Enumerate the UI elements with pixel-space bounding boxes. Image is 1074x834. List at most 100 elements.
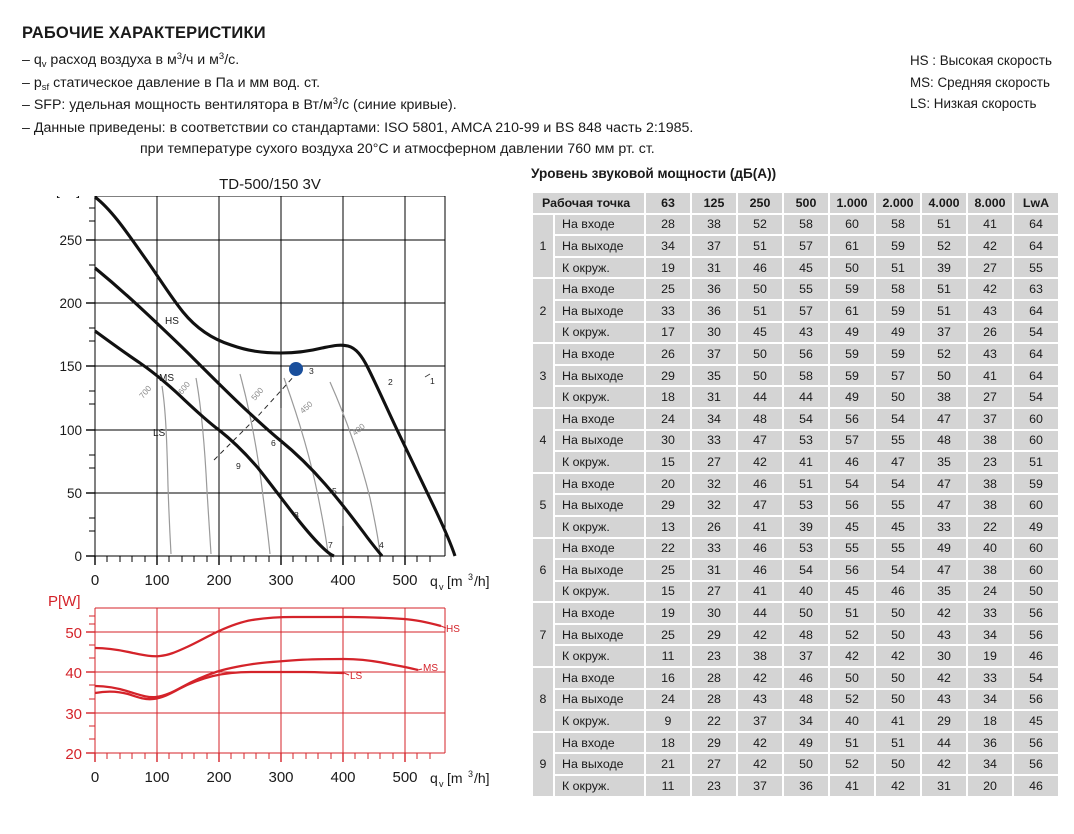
header-lwa: LwA (1014, 193, 1058, 213)
sound-value-cell: 52 (830, 689, 874, 710)
sound-value-cell: 56 (784, 344, 828, 364)
sound-value-cell: 18 (968, 711, 1012, 731)
svg-text:v: v (439, 779, 444, 789)
lwa-value-cell: 60 (1014, 495, 1058, 515)
pressure-xtick-500: 500 (392, 572, 417, 589)
lwa-value-cell: 54 (1014, 387, 1058, 407)
table-row: 3 На входе 26 37 50 56 59 59 52 43 64 (533, 344, 1058, 407)
sound-value-cell: 51 (784, 473, 828, 494)
sound-value-cell: 34 (968, 754, 1012, 775)
sound-value-cell: 30 (922, 646, 966, 667)
sound-value-cell: 36 (692, 300, 736, 321)
bullet-conditions: при температуре сухого воздуха 20°C и ат… (140, 141, 655, 157)
bullet-qv-c: /ч и м (182, 52, 219, 68)
sound-value-cell: 42 (830, 646, 874, 667)
sound-value-cell: 36 (968, 732, 1012, 753)
sfp-contour-500 (239, 373, 271, 555)
sound-value-cell: 50 (876, 754, 920, 775)
sound-value-cell: 44 (738, 387, 782, 407)
pressure-xtick-0: 0 (91, 572, 99, 589)
working-point-marker-3[interactable] (289, 362, 303, 376)
sound-value-cell: 29 (692, 624, 736, 645)
sound-value-cell: 38 (738, 646, 782, 667)
svg-text:[m: [m (447, 770, 463, 786)
sound-value-cell: 42 (922, 754, 966, 775)
sound-value-cell: 19 (968, 646, 1012, 667)
group-number-cell: 1 (533, 214, 553, 278)
pressure-curve-hs (94, 195, 457, 557)
sound-value-cell: 57 (830, 430, 874, 451)
bullet-qv-sup2: 3 (218, 51, 225, 62)
sound-value-cell: 51 (876, 257, 920, 278)
lwa-value-cell: 64 (1014, 214, 1058, 235)
sound-value-cell: 45 (738, 322, 782, 343)
charts-svg: 700 600 500 450 400 HS (48, 170, 490, 789)
sound-value-cell: 29 (646, 495, 690, 515)
sound-value-cell: 50 (738, 365, 782, 386)
power-ytick-40: 40 (65, 665, 82, 682)
sound-value-cell: 42 (876, 776, 920, 796)
sound-value-cell: 40 (830, 711, 874, 731)
sound-value-cell: 32 (692, 495, 736, 515)
svg-text:/h]: /h] (474, 573, 490, 589)
working-point-label-7: 7 (328, 540, 333, 550)
sound-value-cell: 51 (922, 214, 966, 235)
sound-value-cell: 41 (968, 365, 1012, 386)
sound-value-cell: 61 (830, 236, 874, 256)
sound-value-cell: 25 (646, 279, 690, 299)
power-xtick-400: 400 (330, 769, 355, 786)
table-row: К окруж. 11 23 37 36 41 42 31 20 46 (533, 776, 1058, 796)
table-row: На выходе 21 27 42 50 52 50 42 34 56 (533, 754, 1058, 775)
position-label-cell: На выходе (555, 430, 644, 451)
position-label-cell: На выходе (555, 689, 644, 710)
pressure-curve-ls (94, 329, 335, 558)
position-label-cell: К окруж. (555, 581, 644, 602)
sound-table-head: Рабочая точка 63 125 250 500 1.000 2.000… (533, 193, 1058, 213)
sound-value-cell: 38 (968, 560, 1012, 580)
bullet-sfp-a: – SFP: удельная мощность вентилятора в В… (22, 97, 333, 113)
header-freq-63: 63 (646, 193, 690, 213)
sound-value-cell: 58 (876, 214, 920, 235)
table-row: 7 На входе 19 30 44 50 51 50 42 33 56 (533, 603, 1058, 667)
sound-value-cell: 37 (738, 711, 782, 731)
working-point-numbers: 1 2 3 4 5 6 7 8 9 (236, 366, 435, 550)
sfp-contour-lines (161, 373, 381, 555)
header-freq-2000: 2.000 (876, 193, 920, 213)
sound-value-cell: 18 (646, 732, 690, 753)
pressure-ytick-150: 150 (59, 359, 82, 374)
sound-value-cell: 47 (738, 495, 782, 515)
sound-value-cell: 52 (738, 214, 782, 235)
sound-value-cell: 42 (738, 732, 782, 753)
bullet-sfp-b: /с (синие кривые). (338, 97, 457, 113)
legend-ls: LS: Низкая скорость (909, 96, 1037, 111)
pressure-curve-labels: HS MS LS (153, 316, 179, 439)
sound-value-cell: 37 (692, 236, 736, 256)
pressure-xtick-400: 400 (330, 572, 355, 589)
pressure-grid-vertical (94, 196, 446, 556)
pressure-yaxis-title: p sf [Pa] (56, 170, 80, 198)
sound-value-cell: 50 (784, 603, 828, 623)
pressure-x-ticklabels: 0 100 200 300 400 500 (91, 572, 418, 589)
power-label-ms: MS (423, 663, 438, 674)
sound-value-cell: 27 (692, 754, 736, 775)
table-row: К окруж. 11 23 38 37 42 42 30 19 46 (533, 646, 1058, 667)
lwa-value-cell: 64 (1014, 300, 1058, 321)
table-row: 5 На входе 20 32 46 51 54 54 47 38 59 (533, 473, 1058, 537)
pressure-ytick-100: 100 (59, 423, 82, 438)
sound-value-cell: 11 (646, 776, 690, 796)
sound-value-cell: 42 (738, 754, 782, 775)
svg-text:[Pa]: [Pa] (56, 196, 80, 198)
sound-value-cell: 45 (830, 516, 874, 537)
sound-value-cell: 51 (830, 603, 874, 623)
sound-value-cell: 48 (784, 624, 828, 645)
sfp-contour-700 (161, 385, 172, 555)
position-label-cell: На выходе (555, 300, 644, 321)
sound-value-cell: 59 (876, 236, 920, 256)
sound-value-cell: 45 (830, 581, 874, 602)
pressure-chart: 700 600 500 450 400 HS (56, 170, 490, 592)
pressure-y-major-ticks (86, 239, 95, 557)
sound-value-cell: 50 (830, 257, 874, 278)
sfp-label-400: 400 (351, 422, 368, 438)
header-freq-8000: 8.000 (968, 193, 1012, 213)
header-freq-500: 500 (784, 193, 828, 213)
